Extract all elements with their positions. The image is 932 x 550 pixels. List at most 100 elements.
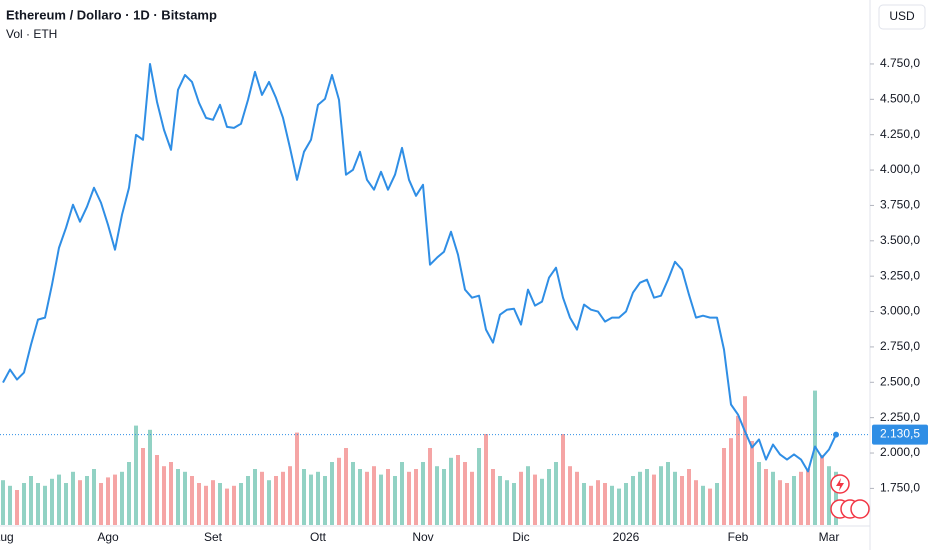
volume-bar <box>141 448 145 525</box>
volume-bar <box>190 476 194 525</box>
volume-bar <box>596 480 600 525</box>
x-tick-label: Dic <box>512 530 529 544</box>
y-tick-label: 3.500,0 <box>880 233 920 247</box>
volume-bar <box>15 490 19 525</box>
volume-bar <box>372 466 376 525</box>
volume-bar <box>232 485 236 525</box>
volume-bar <box>50 478 54 525</box>
volume-bar <box>43 485 47 525</box>
y-tick-label: 4.000,0 <box>880 162 920 176</box>
y-tick-label: 2.750,0 <box>880 339 920 353</box>
volume-bar <box>57 474 61 525</box>
volume-bar <box>337 457 341 525</box>
volume-bar <box>834 471 838 525</box>
volume-bar <box>113 474 117 525</box>
y-tick-label: 3.250,0 <box>880 268 920 282</box>
volume-bar <box>211 480 215 525</box>
volume-bar <box>316 471 320 525</box>
volume-bar <box>386 469 390 525</box>
last-price-label: 2.130,5 <box>880 427 920 441</box>
volume-bar <box>344 448 348 525</box>
volume-bar <box>498 476 502 525</box>
x-tick-label: Ago <box>97 530 119 544</box>
volume-bar <box>540 478 544 525</box>
volume-bar <box>253 469 257 525</box>
volume-bar <box>624 483 628 525</box>
volume-bar <box>680 476 684 525</box>
volume-bar <box>659 466 663 525</box>
volume-bar <box>764 469 768 525</box>
volume-bar <box>176 469 180 525</box>
volume-bar <box>281 471 285 525</box>
volume-bar <box>561 434 565 525</box>
currency-box[interactable] <box>878 4 926 30</box>
volume-bar <box>428 448 432 525</box>
volume-bar <box>526 466 530 525</box>
volume-bar <box>813 390 817 525</box>
volume-bar <box>365 471 369 525</box>
volume-bar <box>1 480 5 525</box>
y-tick-label: 3.000,0 <box>880 304 920 318</box>
volume-bar <box>225 488 229 525</box>
volume-bar <box>64 483 68 525</box>
volume-bar <box>323 476 327 525</box>
event-icon-bolt <box>836 478 844 491</box>
volume-bar <box>442 469 446 525</box>
volume-bar <box>71 471 75 525</box>
volume-bar <box>582 483 586 525</box>
volume-bar <box>29 476 33 525</box>
volume-bar <box>414 469 418 525</box>
volume-bar <box>554 462 558 525</box>
volume-bar <box>701 485 705 525</box>
volume-bar <box>302 469 306 525</box>
volume-bar <box>204 485 208 525</box>
volume-bar <box>99 483 103 525</box>
volume-bar <box>183 471 187 525</box>
y-tick-label: 2.000,0 <box>880 445 920 459</box>
volume-bar <box>309 474 313 525</box>
volume-bar <box>568 466 572 525</box>
volume-bar <box>806 469 810 525</box>
volume-bar <box>827 466 831 525</box>
volume-bar <box>505 480 509 525</box>
volume-bar <box>575 471 579 525</box>
volume-bar <box>687 469 691 525</box>
volume-bar <box>638 471 642 525</box>
volume-bar <box>771 471 775 525</box>
volume-bar <box>274 476 278 525</box>
chart-title: Ethereum / Dollaro · 1D · Bitstamp <box>6 7 217 22</box>
volume-bar <box>36 483 40 525</box>
volume-bar <box>127 462 131 525</box>
volume-bar <box>589 485 593 525</box>
volume-bar <box>736 415 740 525</box>
y-tick-label: 4.250,0 <box>880 127 920 141</box>
chart-subtitle: Vol · ETH <box>6 27 57 41</box>
volume-bar <box>288 466 292 525</box>
x-tick-label: Nov <box>412 530 433 544</box>
volume-bar <box>134 425 138 525</box>
volume-bar <box>358 469 362 525</box>
volume-bar <box>512 483 516 525</box>
volume-bar <box>603 483 607 525</box>
volume-bar <box>197 483 201 525</box>
volume-bar <box>330 462 334 525</box>
volume-bar <box>743 396 747 525</box>
y-tick-label: 2.500,0 <box>880 374 920 388</box>
volume-bar <box>666 462 670 525</box>
volume-bar <box>610 485 614 525</box>
volume-bar <box>106 477 110 525</box>
volume-bar <box>407 471 411 525</box>
volume-bar <box>463 462 467 525</box>
volume-bar <box>295 432 299 525</box>
volume-bar <box>792 476 796 525</box>
y-tick-label: 4.500,0 <box>880 91 920 105</box>
volume-bar <box>484 434 488 525</box>
volume-bar <box>673 471 677 525</box>
currency[interactable]: USD <box>889 9 915 23</box>
volume-bar <box>239 483 243 525</box>
marks <box>1 62 839 525</box>
event-icon[interactable] <box>850 499 870 519</box>
x-tick-label: Mar <box>819 530 840 544</box>
volume-bar <box>547 469 551 525</box>
